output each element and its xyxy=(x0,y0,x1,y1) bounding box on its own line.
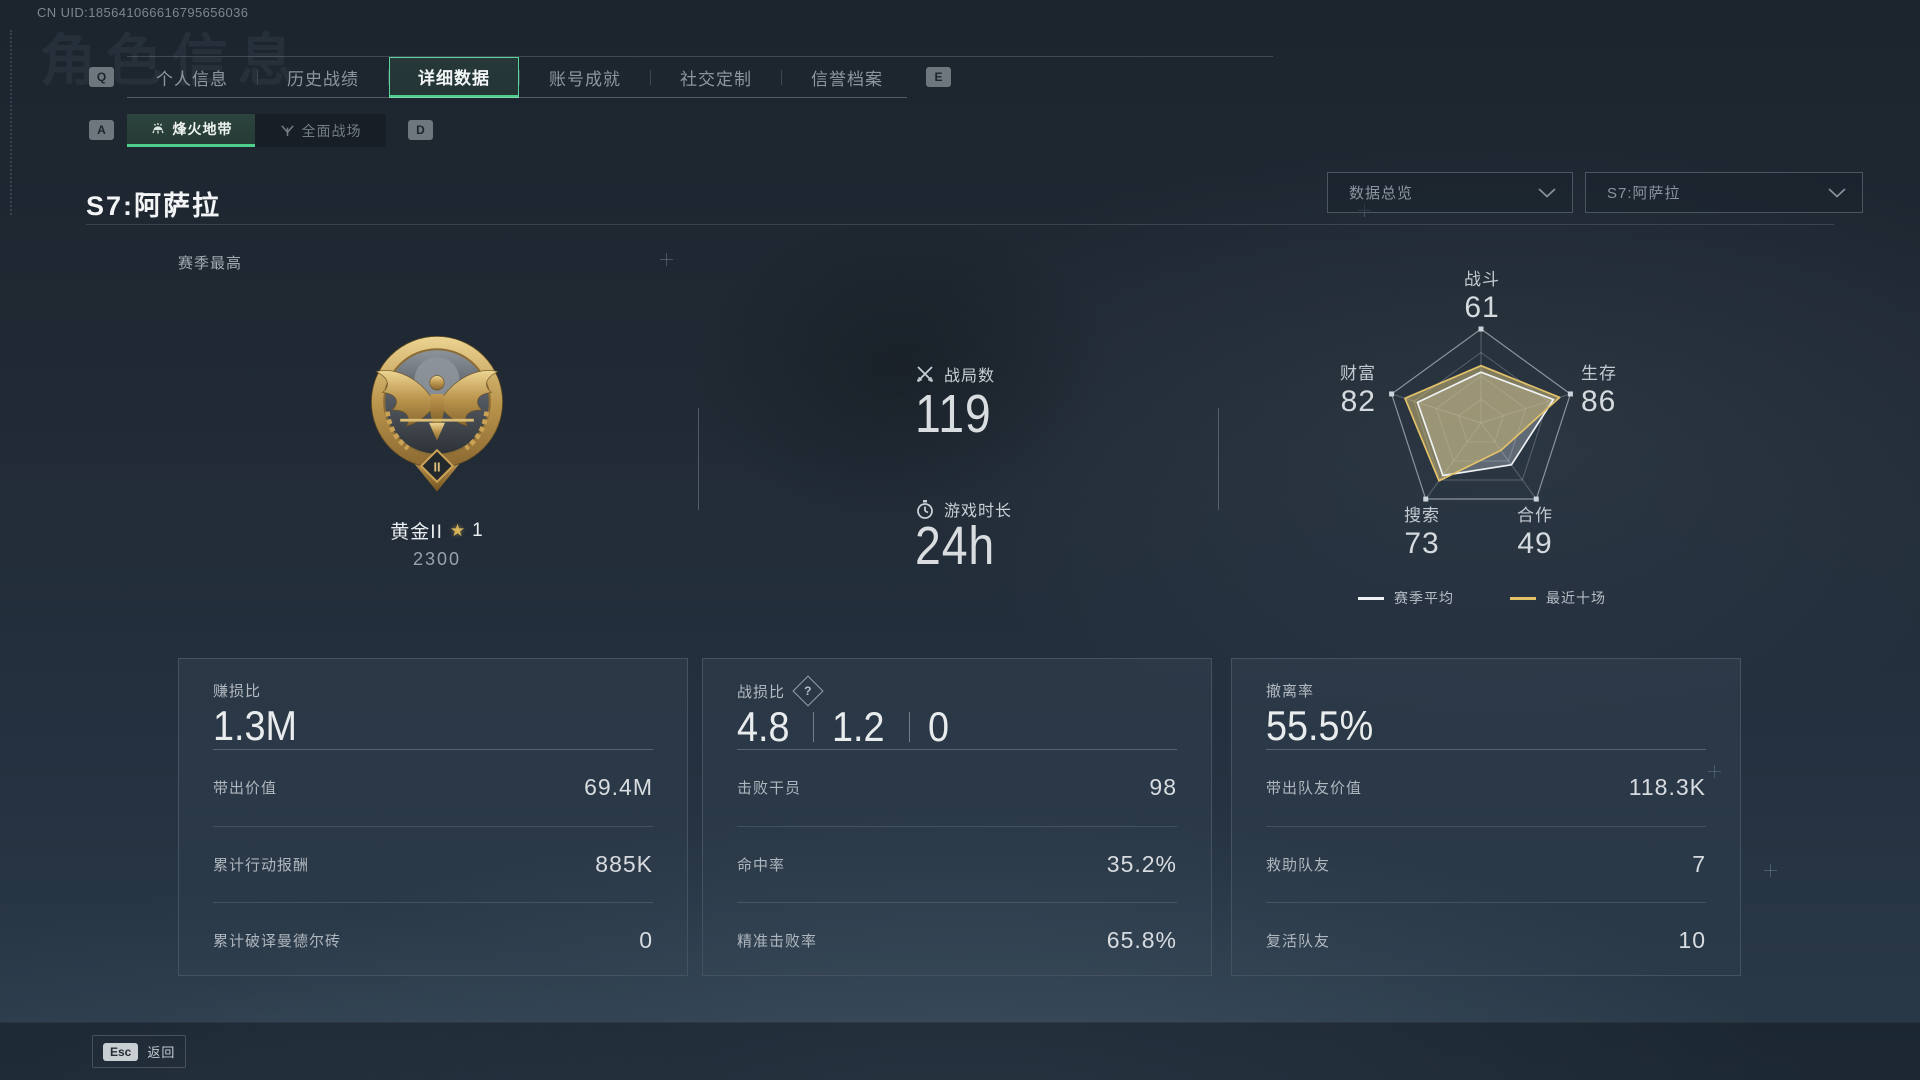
data-overview-select[interactable]: 数据总览 xyxy=(1327,172,1573,213)
medal-tier-numeral: II xyxy=(433,460,440,475)
value-separator xyxy=(908,712,910,742)
legend-swatch xyxy=(1358,596,1384,600)
tab-reputation-file[interactable]: 信誉档案 xyxy=(811,70,883,89)
card-big-value: 1.2 xyxy=(832,703,885,750)
card-kd-ratio: 战损比 ? 4.8 1.2 0 击败干员 98 命中率 35.2% 精准击败率 … xyxy=(702,658,1212,976)
decor-cross-mark xyxy=(1708,765,1721,778)
playtime-header: 游戏时长 xyxy=(915,497,1012,521)
data-overview-value: 数据总览 xyxy=(1349,185,1414,202)
rank-tier-label: 黄金II xyxy=(390,522,443,543)
vertical-divider xyxy=(698,408,699,510)
season-select[interactable]: S7:阿萨拉 xyxy=(1585,172,1863,213)
card-extraction-rate: 撤离率 55.5% 带出队友价值 118.3K 救助队友 7 复活队友 10 xyxy=(1231,658,1741,976)
match-count-value: 119 xyxy=(915,384,992,444)
subtab-fire-zone[interactable]: 烽火地带 xyxy=(127,114,255,147)
help-icon[interactable]: ? xyxy=(792,675,824,707)
card-big-value: 4.8 xyxy=(737,703,790,750)
playtime-value: 24h xyxy=(915,516,996,576)
match-count-label: 战局数 xyxy=(944,368,996,385)
battlefield-icon xyxy=(280,125,294,137)
season-title: S7:阿萨拉 xyxy=(86,191,222,221)
tab-personal-info[interactable]: 个人信息 xyxy=(156,70,228,89)
star-icon: ★ xyxy=(449,520,466,540)
chevron-down-icon xyxy=(1828,187,1846,198)
radar-axis-combat: 战斗 61 xyxy=(1464,270,1500,324)
mode-subtabs: 烽火地带 全面战场 xyxy=(127,114,386,147)
tab-separator xyxy=(519,70,520,85)
decor-dotted-line xyxy=(10,30,12,215)
legend-recent-ten: 最近十场 xyxy=(1510,588,1606,608)
subtab-full-battlefield[interactable]: 全面战场 xyxy=(255,114,386,147)
tab-account-achievements[interactable]: 账号成就 xyxy=(549,70,621,89)
subtab-label: 烽火地带 xyxy=(172,121,233,137)
player-uid: CN UID:185641066616795656036 xyxy=(37,5,249,20)
crossed-swords-icon xyxy=(917,366,933,382)
rank-star-count: 1 xyxy=(472,519,484,541)
playtime-label: 游戏时长 xyxy=(944,503,1013,520)
stat-row: 累计行动报酬 885K xyxy=(213,827,653,904)
season-divider xyxy=(86,224,1834,225)
card-title: 赚损比 xyxy=(213,683,262,700)
back-label: 返回 xyxy=(147,1045,176,1060)
stat-row: 复活队友 10 xyxy=(1266,927,1706,954)
radar-axis-survival: 生存 86 xyxy=(1581,364,1617,418)
season-select-value: S7:阿萨拉 xyxy=(1607,185,1681,202)
decor-cross-mark xyxy=(660,253,673,266)
radar-chart xyxy=(1389,326,1573,502)
legend-swatch xyxy=(1510,596,1536,600)
card-title: 战损比 xyxy=(737,683,786,701)
footer-bar xyxy=(0,1022,1920,1080)
radar-axis-wealth: 财富 82 xyxy=(1340,364,1376,418)
radar-axis-cooperation: 合作 49 xyxy=(1517,506,1553,560)
esc-key-chip: Esc xyxy=(103,1042,139,1061)
stat-row: 带出价值 69.4M xyxy=(213,750,653,827)
card-title: 撤离率 xyxy=(1266,683,1315,700)
season-best-label: 赛季最高 xyxy=(178,255,243,272)
radar-axis-search: 搜索 73 xyxy=(1404,506,1440,560)
landmine-icon xyxy=(151,123,164,134)
ghost-page-title: 角色信息 xyxy=(40,29,304,92)
tab-match-history[interactable]: 历史战绩 xyxy=(287,70,359,89)
key-hint-d: D xyxy=(408,120,433,140)
tab-separator xyxy=(781,70,782,85)
card-big-value: 1.3M xyxy=(213,702,298,749)
tab-detailed-stats[interactable]: 详细数据 xyxy=(389,57,519,98)
key-hint-a: A xyxy=(89,120,114,140)
card-big-value: 55.5% xyxy=(1266,702,1374,749)
legend-season-average: 赛季平均 xyxy=(1358,588,1454,608)
stat-row: 带出队友价值 118.3K xyxy=(1266,750,1706,827)
decor-cross-mark xyxy=(1764,864,1777,877)
tab-separator xyxy=(388,70,389,85)
back-button[interactable]: Esc 返回 xyxy=(92,1035,187,1068)
key-hint-q: Q xyxy=(89,67,114,87)
vertical-divider xyxy=(1218,408,1219,510)
card-profit-ratio: 赚损比 1.3M 带出价值 69.4M 累计行动报酬 885K 累计破译曼德尔砖… xyxy=(178,658,688,976)
stat-row: 击败干员 98 xyxy=(737,750,1177,827)
stat-row: 累计破译曼德尔砖 0 xyxy=(213,927,653,954)
tabbar-bottom-line xyxy=(127,97,907,98)
stopwatch-icon xyxy=(917,500,933,519)
card-head: 撤离率 55.5% xyxy=(1266,659,1706,750)
tab-separator xyxy=(650,70,651,85)
tabbar-top-line xyxy=(127,56,1273,57)
tab-separator xyxy=(257,70,258,85)
stat-row: 救助队友 7 xyxy=(1266,827,1706,904)
chevron-down-icon xyxy=(1538,187,1556,198)
match-count-header: 战局数 xyxy=(915,362,995,386)
stat-row: 精准击败率 65.8% xyxy=(737,927,1177,954)
stat-row: 命中率 35.2% xyxy=(737,827,1177,904)
rank-medal: II xyxy=(371,336,503,492)
subtab-label: 全面战场 xyxy=(301,122,362,139)
card-head: 战损比 ? 4.8 1.2 0 xyxy=(737,659,1177,750)
key-hint-e: E xyxy=(926,67,951,87)
main-tabs: 个人信息 历史战绩 详细数据 账号成就 社交定制 信誉档案 xyxy=(127,57,912,98)
rank-score: 2300 xyxy=(412,549,462,569)
tab-social-custom[interactable]: 社交定制 xyxy=(680,70,752,89)
value-separator xyxy=(813,712,815,742)
card-head: 赚损比 1.3M xyxy=(213,659,653,750)
card-big-value: 0 xyxy=(927,703,949,750)
rank-caption: 黄金II ★ 1 xyxy=(337,517,537,544)
